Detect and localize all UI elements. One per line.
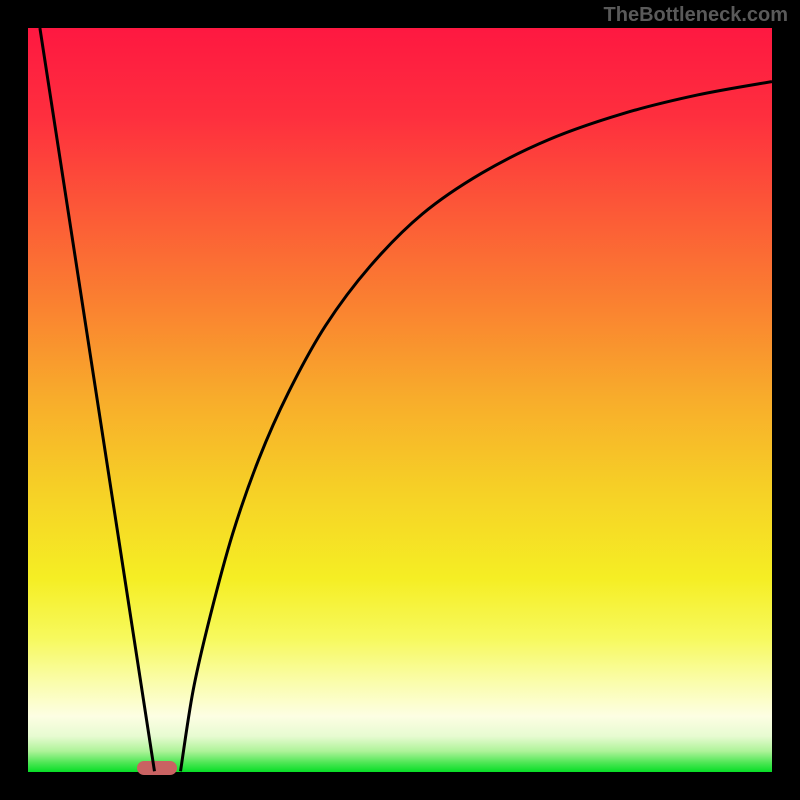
curve-svg — [28, 28, 772, 772]
left-line-path — [40, 28, 155, 771]
watermark-text: TheBottleneck.com — [604, 4, 788, 27]
right-curve-path — [181, 82, 772, 772]
chart-plot-area — [28, 28, 772, 772]
